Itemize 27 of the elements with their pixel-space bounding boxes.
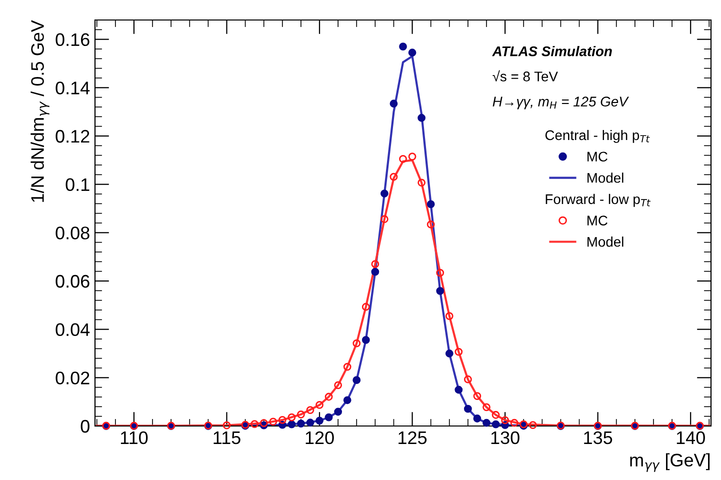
y-tick-label: 0.1 — [66, 178, 90, 192]
x-tick-label: 140 — [676, 431, 705, 444]
y-tick-label: 0 — [80, 420, 90, 433]
legend-label: MC — [588, 216, 608, 226]
y-tick-label: 0.06 — [56, 274, 90, 288]
x-axis-title: m$_{γγ}$ [GeV] — [630, 453, 710, 472]
x-tick-label: 120 — [306, 431, 334, 444]
annotation: Central - high p$_{Tt}$ — [545, 130, 650, 143]
annotation: ATLAS Simulation — [492, 46, 612, 56]
x-tick-label: 125 — [398, 431, 427, 444]
y-tick-label: 0.08 — [56, 226, 90, 240]
y-tick-label: 0.12 — [56, 130, 90, 143]
x-tick-label: 110 — [120, 431, 148, 444]
legend-label: MC — [588, 152, 608, 162]
annotation: √s = 8 TeV — [492, 70, 558, 82]
x-tick-label: 135 — [584, 431, 612, 444]
annotation: H→γγ, m$_{H}$ = 125 GeV — [492, 96, 629, 110]
x-tick-label: 115 — [214, 432, 240, 444]
y-axis-title: 1/N dN/dm$_{γγ}$ / 0.5 GeV — [30, 20, 50, 202]
legend-label: Model — [588, 172, 624, 183]
y-tick-label: 0.02 — [56, 372, 90, 384]
y-tick-label: 0.16 — [56, 33, 90, 46]
y-tick-label: 0.14 — [56, 82, 90, 94]
annotation: Forward - low p$_{Tt}$ — [546, 194, 651, 207]
x-tick-label: 130 — [491, 431, 520, 444]
y-tick-label: 0.04 — [56, 323, 90, 336]
legend-label: Model — [588, 236, 624, 247]
